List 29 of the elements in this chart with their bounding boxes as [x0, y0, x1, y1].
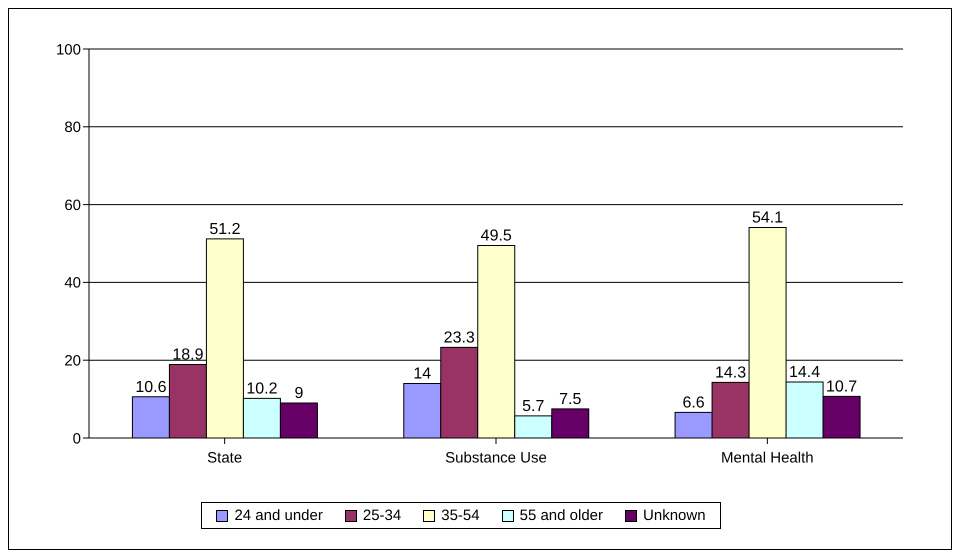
data-label: 10.7: [826, 378, 858, 396]
data-label: 7.5: [559, 390, 582, 408]
legend-label: 25-34: [362, 507, 402, 524]
data-label: 14.4: [789, 364, 820, 381]
data-label: 9: [294, 384, 304, 402]
data-label: 14: [413, 366, 432, 383]
y-tick-label: 60: [64, 196, 81, 214]
data-label: 23.3: [444, 329, 475, 346]
data-label: 6.6: [682, 394, 705, 412]
legend-label: Unknown: [642, 507, 706, 524]
legend-label: 35-54: [440, 507, 480, 524]
data-label: 51.2: [209, 220, 241, 238]
data-label: 10.2: [246, 380, 278, 398]
y-tick-label: 0: [72, 430, 81, 448]
y-tick-label: 100: [56, 41, 81, 58]
legend-label: 55 and older: [518, 507, 604, 524]
legend-label: 24 and under: [233, 507, 323, 524]
x-tick-label: Substance Use: [445, 450, 547, 467]
y-tick-label: 80: [64, 119, 81, 136]
x-tick-label: State: [207, 450, 242, 467]
data-label: 14.3: [715, 364, 746, 382]
y-tick-label: 40: [64, 274, 81, 292]
data-label: 10.6: [135, 378, 167, 396]
data-label: 5.7: [522, 398, 544, 415]
y-tick-label: 20: [64, 352, 81, 370]
data-label: 18.9: [172, 346, 204, 364]
data-label: 49.5: [480, 227, 512, 244]
data-label: 54.1: [752, 210, 784, 227]
x-tick-label: Mental Health: [721, 450, 814, 467]
